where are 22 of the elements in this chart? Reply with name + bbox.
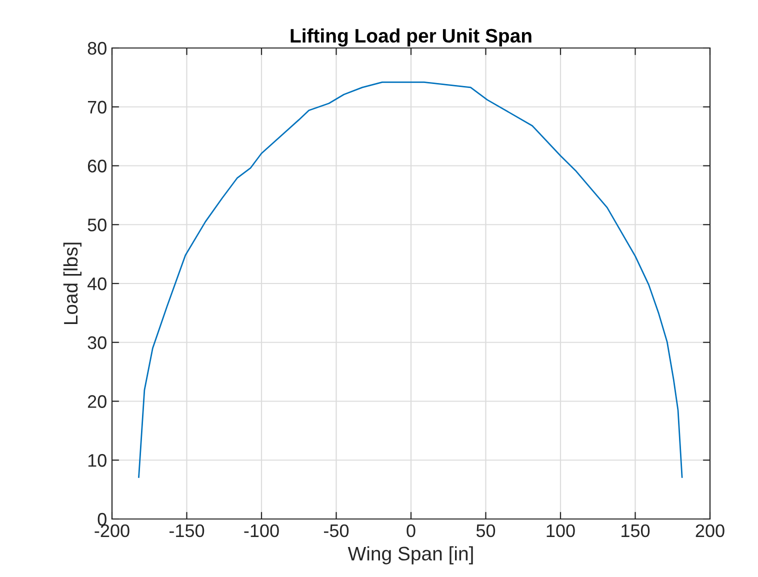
y-tick-label: 50	[88, 218, 106, 232]
x-tick-label: 100	[546, 524, 575, 538]
x-tick-label: -200	[94, 524, 130, 538]
y-tick-label: 30	[88, 336, 106, 350]
y-tick-label: 70	[88, 100, 106, 114]
x-tick-label: 150	[622, 524, 650, 538]
y-tick-label: 60	[88, 160, 106, 172]
y-tick-label: 80	[88, 42, 106, 55]
x-axis-title: Wing Span [in]	[348, 546, 473, 564]
y-tick-label: 0	[98, 512, 106, 526]
chart-title: Lifting Load per Unit Span	[290, 28, 532, 47]
x-tick-label: 50	[476, 524, 496, 538]
y-axis-title: Load [lbs]	[63, 242, 82, 324]
y-tick-label: 10	[88, 454, 106, 467]
y-tick-label: 40	[87, 277, 106, 290]
x-tick-label: -50	[324, 524, 349, 538]
x-tick-label: -100	[244, 524, 279, 538]
x-tick-label: -150	[169, 524, 204, 538]
x-tick-label: 0	[406, 524, 416, 538]
x-tick-label: 200	[696, 524, 724, 538]
y-tick-label: 20	[88, 395, 106, 408]
line-series	[138, 81, 683, 478]
